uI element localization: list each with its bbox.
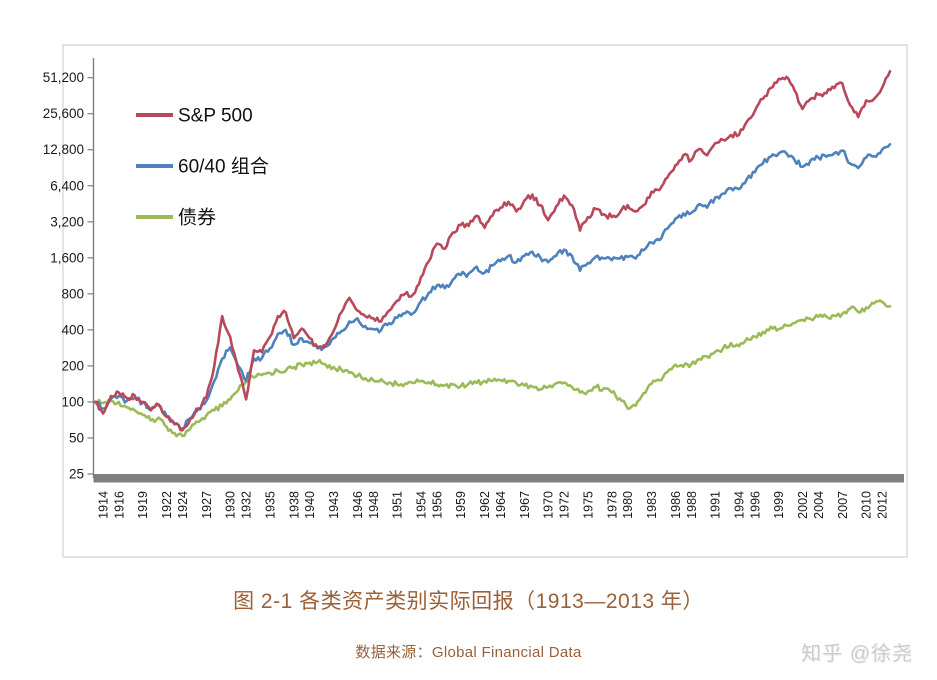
x-tick-label: 2002 [796,491,810,519]
returns-chart: 51,200 25,600 12,800 6,400 3,200 1,600 800 400 2… [43,44,908,558]
y-tick-label: 6,400 [50,178,84,193]
y-tick-label: 51,200 [43,70,84,85]
series-line-1 [93,143,892,431]
legend-label: S&P 500 [178,106,253,127]
x-tick-label: 1946 [351,491,365,519]
x-axis-labels: 1914 1916 1919 1922 1924 1927 1930 1932 1935 1938… [96,491,889,519]
x-tick-label: 1978 [605,491,619,519]
x-tick-label: 1930 [224,491,238,519]
x-tick-label: 1954 [414,491,428,519]
x-tick-label: 1916 [112,491,126,519]
x-tick-label: 1935 [263,491,277,519]
x-tick-label: 2004 [812,491,826,519]
data-source: 数据来源：Global Financial Data [355,644,582,661]
x-tick-label: 1951 [391,491,405,519]
x-tick-label: 1919 [136,491,150,519]
x-tick-label: 1991 [709,491,723,519]
legend-item-2: 债券 [136,207,216,229]
y-tick-label: 400 [61,322,84,337]
y-tick-label: 3,200 [50,214,84,229]
figure-caption: 图 2-1 各类资产类别实际回报（1913—2013 年） [233,590,704,613]
y-tick-label: 200 [61,358,84,373]
x-tick-label: 2010 [860,491,874,519]
x-axis-baseline [93,474,904,483]
x-tick-label: 2007 [836,491,850,519]
y-tick-label: 100 [61,394,84,409]
chart-border [62,44,908,558]
x-tick-label: 1972 [558,491,572,519]
legend-label: 债券 [178,207,216,229]
x-tick-label: 1956 [430,491,444,519]
series-line-0 [93,299,892,438]
x-tick-label: 1959 [454,491,468,519]
y-axis-labels: 51,200 25,600 12,800 6,400 3,200 1,600 800 400 2… [43,70,94,482]
x-tick-label: 1964 [494,491,508,519]
x-tick-label: 1983 [645,491,659,519]
x-tick-label: 1924 [176,491,190,519]
y-tick-label: 12,800 [43,142,84,157]
y-tick-label: 50 [69,430,84,445]
x-tick-label: 1967 [518,491,532,519]
legend-label: 60/40 组合 [178,156,269,178]
x-tick-label: 1914 [96,491,110,519]
watermark: 知乎 @徐尧 [801,643,913,665]
x-tick-label: 1975 [581,491,595,519]
y-tick-label: 25,600 [43,106,84,121]
y-tick-label: 800 [61,286,84,301]
y-tick-label: 25 [69,467,84,482]
x-tick-label: 1970 [542,491,556,519]
x-tick-label: 1996 [748,491,762,519]
x-tick-label: 1986 [669,491,683,519]
x-tick-label: 1994 [732,491,746,519]
x-tick-label: 2012 [876,491,890,519]
x-tick-label: 1927 [200,491,214,519]
x-tick-label: 1932 [240,491,254,519]
series-line-2 [93,69,892,432]
x-tick-label: 1948 [367,491,381,519]
legend-item-1: 60/40 组合 [136,156,269,178]
x-tick-label: 1922 [160,491,174,519]
x-tick-label: 1943 [327,491,341,519]
x-tick-label: 1938 [287,491,301,519]
x-tick-label: 1988 [685,491,699,519]
y-tick-label: 1,600 [50,250,84,265]
x-tick-label: 1980 [621,491,635,519]
legend-item-0: S&P 500 [136,106,253,127]
x-tick-label: 1999 [772,491,786,519]
x-tick-label: 1962 [478,491,492,519]
x-tick-label: 1940 [303,491,317,519]
